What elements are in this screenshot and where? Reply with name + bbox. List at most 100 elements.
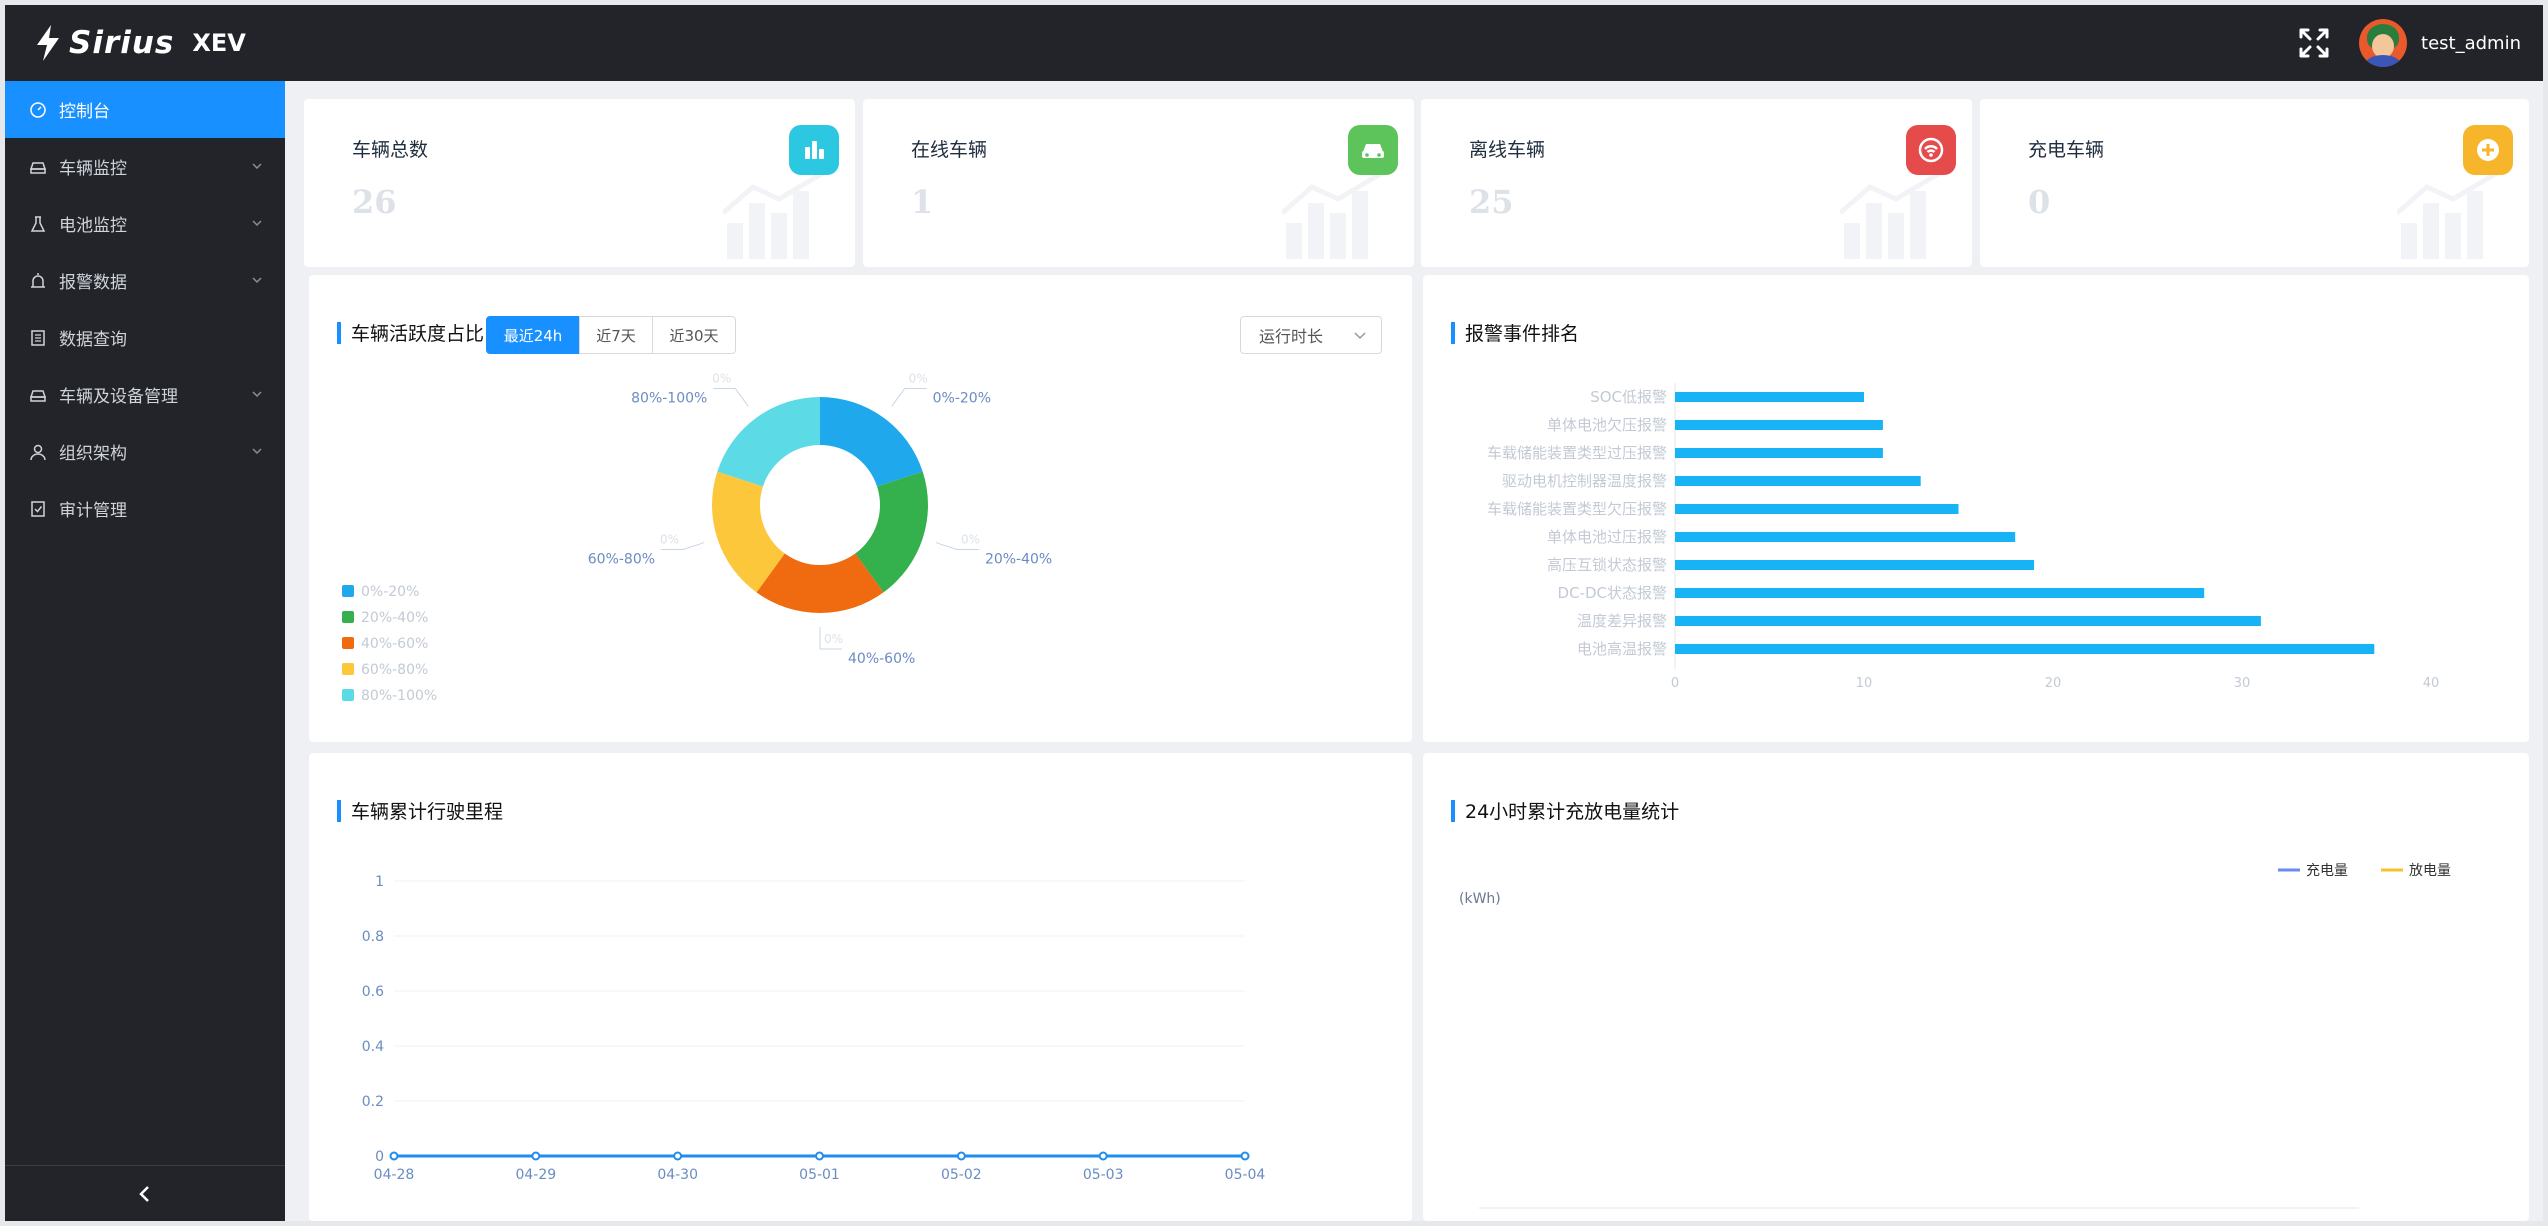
alarm-category-3: 驱动电机控制器温度报警 (1502, 472, 1667, 490)
x-tick-4: 40 (2423, 676, 2440, 691)
chevron-down-icon (252, 163, 262, 170)
stat-title: 在线车辆 (911, 139, 988, 161)
sidebar-item-label: 车辆及设备管理 (59, 387, 178, 407)
alarm-category-2: 车载储能装置类型过压报警 (1487, 444, 1667, 462)
stat-value: 26 (352, 183, 397, 221)
alarm-bar-9 (1675, 644, 2375, 654)
sidebar-item-label: 控制台 (59, 102, 110, 122)
donut-slice-3 (712, 471, 785, 593)
legend-swatch-1 (342, 611, 354, 623)
alarm-bar-7 (1675, 588, 2205, 598)
bolt-icon (37, 25, 59, 61)
sidebar-item-0[interactable]: 控制台 (5, 81, 285, 138)
legend-label-2: 40%-60% (361, 636, 428, 652)
top-bar: Sirius XEV test_admin (5, 5, 2543, 81)
legend-label-4: 80%-100% (361, 688, 437, 704)
sidebar-item-7[interactable]: 审计管理 (5, 480, 285, 537)
donut-slice-4 (717, 397, 820, 487)
car-icon (29, 161, 47, 174)
alarm-category-5: 单体电池过压报警 (1547, 528, 1667, 546)
alarm-bar-6 (1675, 560, 2035, 570)
bar-chart-watermark-icon (2397, 173, 2499, 259)
car-icon (29, 389, 47, 402)
car-icon (1348, 125, 1398, 175)
username[interactable]: test_admin (2421, 32, 2521, 54)
sidebar-item-3[interactable]: 报警数据 (5, 252, 285, 309)
stat-card-0: 车辆总数 26 (304, 99, 855, 267)
alarm-ranking-panel: 报警事件排名 0 10 20 30 40 SOC低报警 单体电池欠压报警 车载储能装置类型过压… (1423, 275, 2529, 742)
x-tick-0: 04-28 (374, 1167, 415, 1183)
chevron-down-icon (252, 391, 262, 398)
chevron-down-icon (252, 277, 262, 284)
x-tick-3: 05-01 (799, 1167, 840, 1183)
energy-title: 24小时累计充放电量统计 (1465, 801, 1680, 823)
x-tick-1: 10 (1856, 676, 1873, 691)
x-tick-4: 05-02 (941, 1167, 982, 1183)
y-tick-1: 0.2 (362, 1094, 384, 1110)
alarm-category-7: DC-DC状态报警 (1558, 584, 1667, 602)
alarm-category-4: 车载储能装置类型欠压报警 (1487, 500, 1667, 518)
mileage-point-5 (1098, 1151, 1108, 1161)
battery-icon (30, 215, 46, 232)
donut-slice-1 (855, 471, 928, 593)
sidebar-item-6[interactable]: 组织架构 (5, 423, 285, 480)
main-content: 车辆总数 26 在线车辆 1 离线车辆 25 充电车辆 0 车辆活跃度占比 最近24h 近7天… (285, 81, 2543, 1221)
x-tick-1: 04-29 (515, 1167, 556, 1183)
y-tick-0: 0 (375, 1149, 384, 1165)
logo[interactable]: Sirius XEV (33, 23, 246, 63)
alarm-bar-1 (1675, 420, 1883, 430)
y-tick-5: 1 (375, 874, 384, 890)
fullscreen-icon[interactable] (2297, 26, 2331, 60)
legend-label-0: 0%-20% (361, 584, 419, 600)
sidebar-item-label: 组织架构 (59, 444, 127, 464)
y-tick-3: 0.6 (362, 984, 384, 1000)
mileage-panel: 车辆累计行驶里程 0 0.2 0.4 0.6 0.8 1 04-28 04-29 04-30 05… (309, 753, 1412, 1221)
stat-card-2: 离线车辆 25 (1421, 99, 1972, 267)
tab-last-7-days[interactable]: 近7天 (579, 316, 653, 354)
x-tick-0: 0 (1671, 676, 1679, 691)
donut-value-label-2: 0% (824, 632, 843, 646)
legend-swatch-4 (342, 689, 354, 701)
avatar[interactable] (2359, 19, 2408, 67)
donut-leader-0 (891, 388, 927, 407)
alarm-bar-4 (1675, 504, 1959, 514)
mileage-point-6 (1240, 1151, 1250, 1161)
audit-icon (31, 500, 45, 517)
sidebar-item-label: 车辆监控 (59, 159, 127, 179)
mileage-point-1 (531, 1151, 541, 1161)
sidebar-item-5[interactable]: 车辆及设备管理 (5, 366, 285, 423)
energy-panel: 24小时累计充放电量统计 (kWh) 充电量 放电量 (1423, 753, 2529, 1221)
stat-value: 1 (911, 183, 934, 221)
legend-swatch-2 (342, 637, 354, 649)
y-tick-2: 0.4 (362, 1039, 384, 1055)
plus-icon (2463, 125, 2513, 175)
sidebar-collapse-button[interactable] (5, 1165, 285, 1221)
metric-select-value: 运行时长 (1259, 327, 1324, 346)
brand-name: Sirius (69, 25, 175, 61)
donut-category-label-0: 0%-20% (933, 391, 991, 407)
mileage-point-3 (815, 1151, 824, 1161)
chevron-down-icon (1354, 332, 1366, 340)
alarm-bar-2 (1675, 448, 1883, 458)
legend-label-3: 60%-80% (361, 662, 428, 678)
bar-chart-watermark-icon (1840, 173, 1942, 259)
alarm-category-0: SOC低报警 (1590, 388, 1667, 406)
dashboard-icon (30, 101, 46, 118)
alarm-bar-5 (1675, 532, 2016, 542)
stat-value: 25 (1469, 183, 1514, 221)
alarm-category-1: 单体电池欠压报警 (1547, 416, 1667, 434)
stat-value: 0 (2028, 183, 2051, 221)
bar-chart-watermark-icon (1282, 173, 1384, 259)
x-tick-2: 20 (2045, 676, 2062, 691)
metric-select[interactable]: 运行时长 (1240, 316, 1382, 354)
sidebar-item-4[interactable]: 数据查询 (5, 309, 285, 366)
sidebar-item-1[interactable]: 车辆监控 (5, 138, 285, 195)
tab-last-30-days[interactable]: 近30天 (652, 316, 736, 354)
sidebar-item-2[interactable]: 电池监控 (5, 195, 285, 252)
bar-chart-watermark-icon (723, 173, 825, 259)
alarm-bar-8 (1675, 616, 2261, 626)
mileage-point-4 (956, 1151, 966, 1161)
x-tick-3: 30 (2234, 676, 2251, 691)
stat-card-1: 在线车辆 1 (863, 99, 1414, 267)
y-tick-4: 0.8 (362, 929, 384, 945)
